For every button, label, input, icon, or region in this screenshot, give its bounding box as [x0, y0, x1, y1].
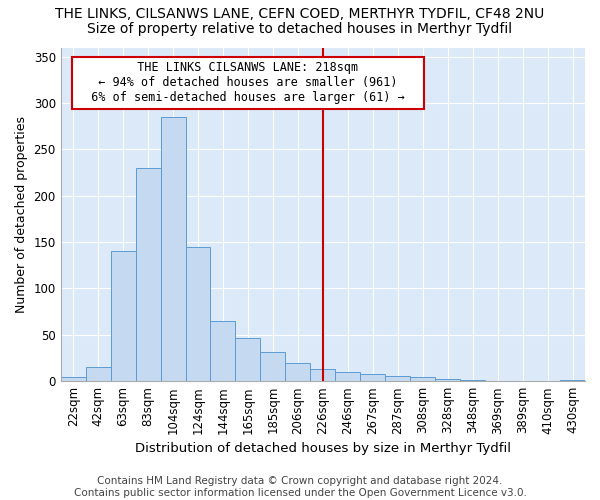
- X-axis label: Distribution of detached houses by size in Merthyr Tydfil: Distribution of detached houses by size …: [135, 442, 511, 455]
- Bar: [385, 376, 410, 381]
- Bar: [460, 380, 485, 381]
- Bar: [286, 362, 310, 381]
- Bar: [185, 247, 211, 381]
- Bar: [335, 372, 360, 381]
- Bar: [310, 369, 335, 381]
- Bar: [61, 376, 86, 381]
- Bar: [86, 368, 110, 381]
- Text: Contains HM Land Registry data © Crown copyright and database right 2024.
Contai: Contains HM Land Registry data © Crown c…: [74, 476, 526, 498]
- Bar: [110, 252, 136, 381]
- Text: THE LINKS CILSANWS LANE: 218sqm  
  ← 94% of detached houses are smaller (961)  : THE LINKS CILSANWS LANE: 218sqm ← 94% of…: [77, 62, 419, 104]
- Bar: [161, 117, 185, 381]
- Text: THE LINKS, CILSANWS LANE, CEFN COED, MERTHYR TYDFIL, CF48 2NU: THE LINKS, CILSANWS LANE, CEFN COED, MER…: [55, 8, 545, 22]
- Text: Size of property relative to detached houses in Merthyr Tydfil: Size of property relative to detached ho…: [88, 22, 512, 36]
- Bar: [410, 378, 435, 381]
- Bar: [435, 380, 460, 381]
- Bar: [260, 352, 286, 381]
- Bar: [211, 321, 235, 381]
- Bar: [235, 338, 260, 381]
- Y-axis label: Number of detached properties: Number of detached properties: [15, 116, 28, 313]
- Bar: [360, 374, 385, 381]
- Bar: [560, 380, 585, 381]
- Bar: [136, 168, 161, 381]
